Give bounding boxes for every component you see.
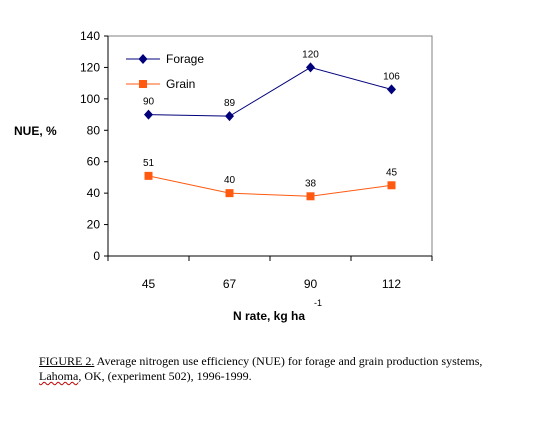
x-axis: 45 67 90 112	[107, 255, 433, 291]
x-tick-label: 45	[142, 277, 156, 291]
caption-text-2: , OK, (experiment 502), 1996-1999.	[78, 369, 252, 383]
series-line	[148, 66, 392, 117]
data-point	[387, 84, 396, 95]
legend-label: Grain	[166, 77, 195, 91]
y-tick-label: 100	[80, 92, 100, 106]
legend-item-forage: Forage	[126, 52, 204, 66]
y-tick-label: 120	[80, 60, 100, 74]
data-label: 51	[143, 158, 155, 169]
x-tick-label: 67	[223, 277, 237, 291]
y-tick-label: 80	[87, 123, 101, 137]
plot-frame	[107, 35, 433, 257]
legend-label: Forage	[166, 52, 204, 66]
y-tick-label: 140	[80, 29, 100, 43]
y-axis-label: NUE, %	[14, 124, 57, 138]
data-label: 40	[224, 175, 236, 186]
data-label: 45	[386, 167, 398, 178]
series-line	[148, 175, 392, 197]
series-grain: 51 40 38 45	[143, 158, 398, 201]
data-label: 106	[383, 71, 400, 82]
x-axis-label: N rate, kg ha	[233, 309, 305, 323]
data-label: 90	[143, 97, 155, 108]
data-point	[225, 189, 234, 198]
series-layer: 90 89 120 106 51 40 38 45	[143, 49, 400, 201]
data-point	[144, 171, 153, 180]
legend-marker	[139, 80, 147, 88]
y-tick-label: 0	[93, 249, 100, 263]
y-tick-label: 40	[87, 186, 101, 200]
data-label: 120	[302, 49, 319, 60]
data-point	[144, 109, 153, 120]
data-point	[387, 181, 396, 190]
legend-marker	[138, 54, 148, 64]
legend-item-grain: Grain	[126, 77, 195, 91]
data-label: 89	[224, 98, 236, 109]
caption-location: Lahoma	[39, 369, 79, 383]
data-point	[306, 192, 315, 201]
data-label: 38	[305, 178, 317, 189]
y-tick-label: 60	[87, 155, 101, 169]
x-tick-label: 112	[382, 277, 401, 291]
data-point	[225, 111, 234, 122]
y-tick-label: 20	[87, 218, 101, 232]
figure-caption: FIGURE 2. Average nitrogen use efficienc…	[39, 354, 509, 384]
legend: Forage Grain	[126, 52, 204, 91]
y-axis: 0 20 40 60 80 100 120 140	[80, 29, 109, 263]
data-point	[306, 62, 315, 73]
plot-area-border	[107, 35, 433, 257]
caption-lead: FIGURE 2.	[39, 354, 95, 368]
caption-text-1: Average nitrogen use efficiency (NUE) fo…	[94, 354, 483, 368]
chart: 0 20 40 60 80 100 120 140 45 67 90 112 90 89 120 106 5…	[14, 29, 433, 323]
x-tick-label: 90	[304, 277, 318, 291]
series-forage: 90 89 120 106	[143, 49, 400, 122]
x-axis-label-superscript: -1	[314, 298, 322, 308]
